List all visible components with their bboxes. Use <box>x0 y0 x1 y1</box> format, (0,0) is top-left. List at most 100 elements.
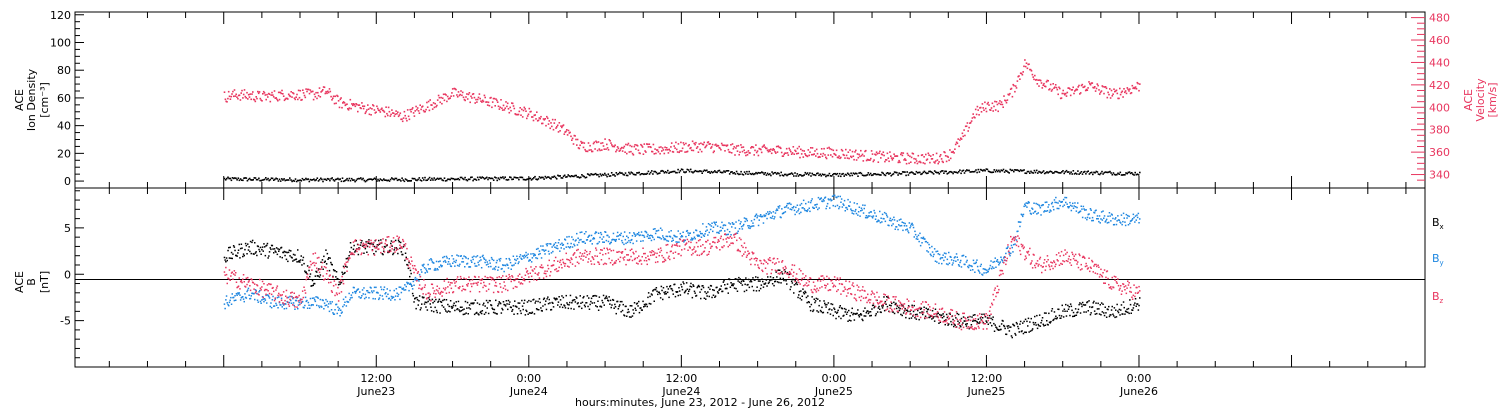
velocity-point <box>1059 87 1061 90</box>
velocity-point <box>691 140 694 143</box>
density-point <box>637 172 639 174</box>
density-point <box>555 178 558 180</box>
density-point <box>386 179 388 182</box>
density-point <box>625 174 628 177</box>
velocity-point <box>1092 86 1094 89</box>
density-point <box>672 170 675 173</box>
by-point <box>886 214 888 217</box>
bx-point <box>390 240 393 242</box>
by-point <box>676 241 679 243</box>
velocity-point <box>486 104 489 106</box>
velocity-point <box>450 95 452 97</box>
density-point <box>937 171 939 174</box>
density-point <box>724 171 726 173</box>
density-point <box>860 172 863 175</box>
by-point <box>881 221 883 223</box>
bx-point <box>300 255 302 257</box>
velocity-point <box>532 119 535 122</box>
velocity-point <box>774 150 776 153</box>
velocity-point <box>1073 92 1075 95</box>
bx-point <box>573 308 575 310</box>
bx-point <box>944 323 946 326</box>
bx-point <box>368 239 370 241</box>
density-point <box>884 174 887 177</box>
by-point <box>669 236 672 238</box>
bx-point <box>420 307 422 309</box>
velocity-point <box>789 149 791 151</box>
bx-point <box>799 297 801 300</box>
bx-point <box>424 301 426 303</box>
density-point <box>1022 169 1024 172</box>
by-point <box>399 298 401 301</box>
by-point <box>647 237 650 239</box>
bz-point <box>311 269 313 271</box>
bx-point <box>757 280 760 282</box>
velocity-point <box>939 154 942 156</box>
velocity-point <box>582 146 585 149</box>
by-point <box>664 238 666 240</box>
bx-point <box>259 250 261 253</box>
bx-point <box>342 273 344 275</box>
by-point <box>242 298 245 300</box>
density-point <box>1098 173 1101 176</box>
density-point <box>352 179 354 181</box>
by-point <box>360 296 362 299</box>
by-point <box>729 223 732 225</box>
velocity-point <box>675 141 677 144</box>
velocity-point <box>804 153 806 155</box>
bx-point <box>415 307 417 310</box>
by-point <box>618 238 620 240</box>
bx-point <box>365 241 367 243</box>
density-point <box>250 179 252 181</box>
by-point <box>1117 215 1119 217</box>
bx-point <box>583 304 586 306</box>
bx-point <box>660 285 663 288</box>
bx-point <box>798 290 801 293</box>
by-point <box>757 224 760 227</box>
bx-point <box>1092 302 1094 304</box>
by-point <box>235 299 237 301</box>
by-point <box>397 293 400 296</box>
velocity-point <box>773 149 775 151</box>
bz-point <box>367 253 369 256</box>
velocity-point <box>815 148 818 151</box>
bx-point <box>939 321 942 323</box>
density-point <box>824 173 826 176</box>
by-point <box>323 308 325 310</box>
bx-point <box>1119 314 1121 316</box>
by-point <box>635 234 637 236</box>
by-point <box>1107 215 1109 217</box>
velocity-point <box>560 125 562 127</box>
density-point <box>1008 172 1010 174</box>
velocity-point <box>900 153 902 156</box>
bx-point <box>659 297 662 299</box>
velocity-point <box>661 150 663 152</box>
by-point <box>514 262 517 264</box>
velocity-point <box>257 92 260 95</box>
density-point <box>801 175 803 177</box>
by-point <box>491 258 493 261</box>
by-point <box>359 291 361 293</box>
velocity-point <box>639 152 641 155</box>
density-point <box>1100 172 1102 175</box>
density-point <box>226 177 228 180</box>
by-point <box>897 228 899 231</box>
by-point <box>277 307 279 309</box>
velocity-point <box>847 151 850 153</box>
density-point <box>443 177 446 179</box>
by-point <box>437 260 440 263</box>
density-point <box>437 178 440 180</box>
by-point <box>1010 244 1013 247</box>
by-point <box>850 208 852 210</box>
density-point <box>387 179 390 182</box>
by-point <box>616 231 619 234</box>
bx-point <box>806 301 808 304</box>
density-point <box>675 171 677 174</box>
density-point <box>859 171 862 174</box>
by-point <box>499 257 502 260</box>
by-point <box>1077 202 1079 204</box>
top-left-tick-label: 120 <box>50 9 71 22</box>
density-point <box>436 177 439 180</box>
bx-point <box>572 299 574 301</box>
by-point <box>778 205 781 207</box>
